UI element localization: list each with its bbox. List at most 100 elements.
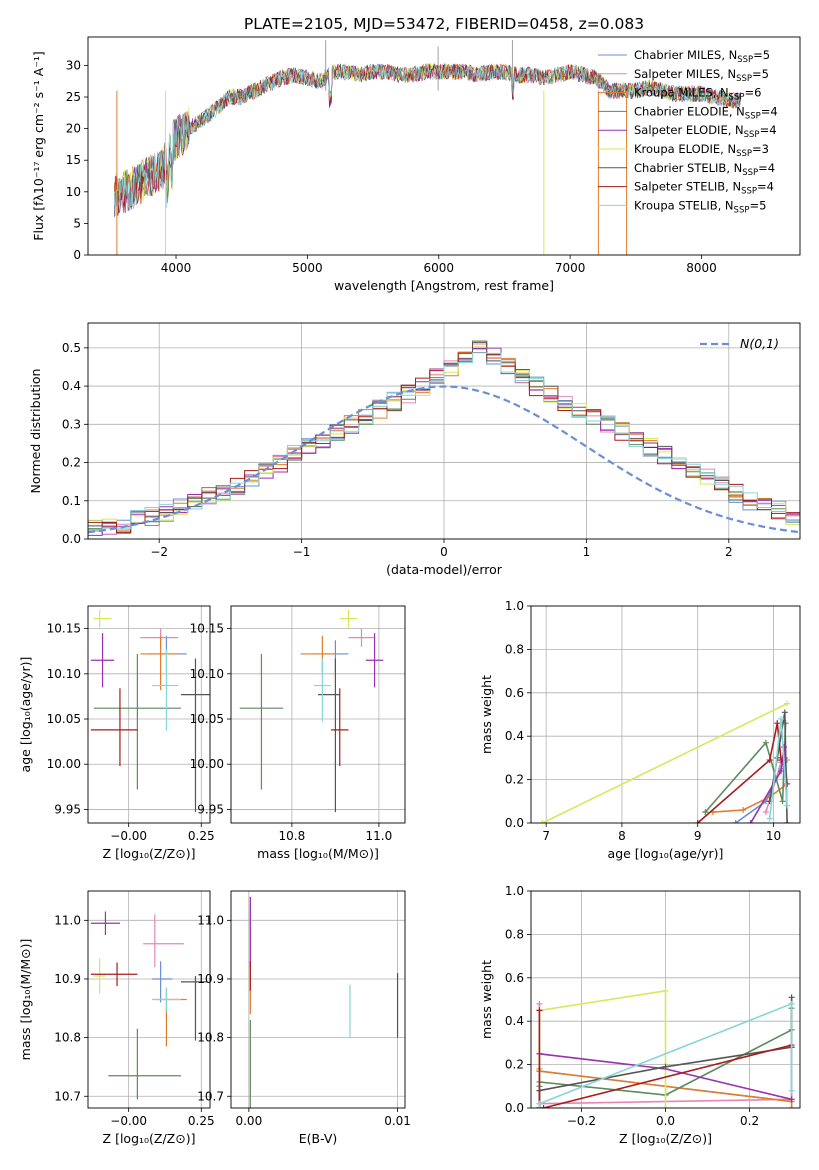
y-axis-label: Normed distribution (28, 369, 43, 494)
weight-line-2 (712, 783, 788, 813)
plot-area-massweight-vs-age (531, 606, 800, 823)
errorbar-point-8 (313, 658, 332, 722)
y-tick-label: 1.0 (505, 599, 524, 613)
x-tick-label: 8000 (686, 261, 717, 275)
y-axis-label: mass weight (479, 675, 494, 754)
plot-area-mass-vs-z (88, 891, 210, 1108)
errorbar-point-7 (90, 688, 138, 767)
weight-marker (694, 820, 701, 823)
axes-frame (530, 890, 801, 1109)
y-tick-label: 10.05 (190, 712, 224, 726)
plot-area-age-vs-z (88, 606, 210, 823)
y-tick-label: 0.1 (62, 494, 81, 508)
y-tick-label: 0.2 (505, 1058, 524, 1072)
weight-marker (539, 820, 546, 823)
panel-massweight-vs-age: 7 8 9 10 0.0 0.2 0.4 0.6 0.8 1.0 age [log₁₀(age/yr… (479, 599, 801, 861)
y-tick-label: 5 (73, 216, 81, 230)
weight-marker (702, 809, 709, 816)
y-tick-label: 10.15 (47, 622, 81, 636)
y-tick-label: 0.4 (62, 379, 81, 393)
y-tick-label: 10.7 (54, 1089, 81, 1103)
x-tick-label: 2 (725, 545, 733, 559)
errorbar-point-2 (140, 635, 179, 691)
y-tick-label: 10.00 (47, 757, 81, 771)
x-tick-label: 7 (542, 829, 550, 843)
weight-marker (747, 820, 754, 823)
weight-line-7 (538, 1010, 792, 1108)
axes-frame (87, 322, 801, 540)
legend-label-0: Chabrier MILES, NSSP=5 (634, 48, 770, 65)
y-tick-label: 0.0 (62, 532, 81, 546)
weight-marker (536, 1007, 543, 1014)
x-axis-label: (data-model)/error (386, 562, 503, 577)
x-axis-label: Z [log₁₀(Z/Z⊙)] (619, 1131, 712, 1146)
x-axis-label: age [log₁₀(age/yr)] (608, 846, 724, 861)
weight-marker (784, 802, 791, 809)
y-tick-label: 30 (66, 58, 81, 72)
panel-massweight-vs-z: −0.2 0.0 0.2 0.0 0.2 0.4 0.6 0.8 1.0 Z [log₁₀(Z/Z… (479, 884, 801, 1146)
errorbar-point-3 (108, 1028, 181, 1100)
y-tick-label: 10.9 (197, 972, 224, 986)
y-tick-label: 9.95 (54, 802, 81, 816)
x-axis-label: Z [log₁₀(Z/Z⊙)] (103, 846, 196, 861)
x-tick-label: 0.25 (188, 1114, 215, 1128)
errorbar-point-6 (180, 658, 210, 813)
plot-area-spectrum (114, 40, 741, 255)
x-tick-label: −0.00 (110, 829, 147, 843)
y-tick-label: 10.9 (54, 972, 81, 986)
weight-marker (788, 1087, 795, 1094)
weight-marker (766, 815, 773, 822)
y-tick-label: 0.2 (62, 456, 81, 470)
axes-frame (87, 605, 211, 824)
y-tick-label: 10.15 (190, 622, 224, 636)
legend-label: N(0,1) (740, 336, 779, 351)
axes-frame (230, 890, 406, 1109)
errorbar-point-0 (313, 640, 349, 673)
y-tick-label: 20 (66, 122, 81, 136)
y-tick-label: 0.0 (505, 816, 524, 830)
errorbar-point-4 (90, 911, 120, 935)
legend: Chabrier MILES, NSSP=5 Salpeter MILES, NS… (598, 48, 778, 215)
x-tick-label: 1 (583, 545, 591, 559)
errorbar-point-1 (348, 628, 375, 647)
x-tick-label: −1 (293, 545, 311, 559)
y-tick-label: 10.05 (47, 712, 81, 726)
histogram-6 (88, 341, 800, 534)
y-tick-label: 0.2 (505, 773, 524, 787)
x-tick-label: 6000 (423, 261, 454, 275)
y-tick-label: 0.6 (505, 971, 524, 985)
axes-frame (530, 605, 801, 824)
weight-marker (788, 1096, 795, 1103)
x-tick-label: 0.01 (384, 1114, 411, 1128)
errorbar-point-4 (90, 633, 115, 688)
weight-line-5 (538, 989, 667, 1108)
legend-label-1: Salpeter MILES, NSSP=5 (634, 67, 769, 84)
weight-marker (662, 987, 669, 994)
weight-marker (762, 809, 769, 816)
legend-label-8: Kroupa STELIB, NSSP=5 (634, 198, 766, 215)
x-axis-label: wavelength [Angstrom, rest frame] (334, 278, 554, 293)
y-tick-label: 15 (66, 153, 81, 167)
weight-marker (788, 994, 795, 1001)
x-tick-label: 0.00 (235, 1114, 262, 1128)
y-tick-label: 0.5 (62, 341, 81, 355)
spectrum-line-8 (114, 63, 741, 215)
panel-age-vs-mass: 10.8 11.0 9.95 10.00 10.05 10.10 10.15 mass [lo… (190, 605, 406, 861)
y-tick-label: 0.3 (62, 417, 81, 431)
y-tick-label: 0.8 (505, 642, 524, 656)
weight-marker (778, 757, 785, 764)
x-tick-label: 0 (440, 545, 448, 559)
panel-mass-vs-ebv: 0.00 0.01 10.7 10.8 10.9 11.0 E(B-V) (197, 890, 411, 1146)
errorbar-point-5 (339, 609, 358, 628)
weight-marker (762, 739, 769, 746)
x-tick-label: 10.8 (279, 829, 306, 843)
y-axis-label: mass [log₁₀(M/M⊙)] (18, 939, 33, 1061)
y-tick-label: 0.4 (505, 729, 524, 743)
y-tick-label: 0.6 (505, 686, 524, 700)
weight-marker (788, 1105, 795, 1108)
x-axis-label: E(B-V) (299, 1131, 338, 1146)
x-tick-label: 0.0 (656, 1114, 675, 1128)
y-tick-label: 0 (73, 248, 81, 262)
axes-frame (87, 36, 801, 256)
